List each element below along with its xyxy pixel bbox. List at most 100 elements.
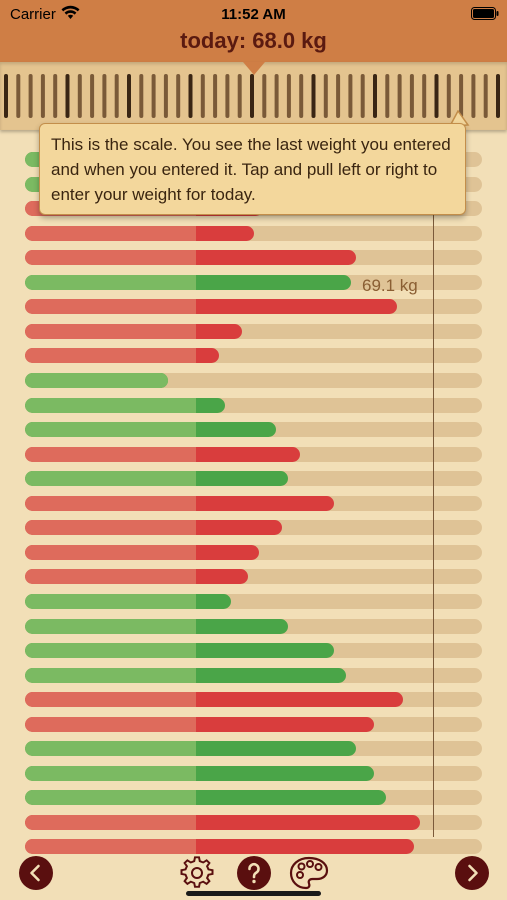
weight-bar-row[interactable] (25, 520, 482, 536)
weight-bar-gain (25, 716, 374, 732)
weight-bar-row[interactable] (25, 446, 482, 462)
ruler-tick (348, 74, 353, 118)
palette-icon[interactable] (289, 856, 329, 890)
chevron-left-icon[interactable] (19, 856, 53, 890)
ruler-tick (225, 74, 230, 118)
ruler-tick (127, 74, 131, 118)
weight-bar-row[interactable] (25, 544, 482, 560)
weight-bar-loss (25, 765, 374, 781)
ruler-tick (77, 74, 82, 118)
ruler-ticks (4, 74, 500, 118)
weight-bar-row[interactable] (25, 274, 482, 290)
ruler-tick (311, 74, 316, 118)
tutorial-tooltip[interactable]: This is the scale. You see the last weig… (39, 123, 466, 215)
wifi-icon (61, 5, 80, 19)
weight-bar-row[interactable] (25, 495, 482, 511)
ruler-tick (496, 74, 500, 118)
ruler-tick (40, 74, 45, 118)
ruler-tick (16, 74, 21, 118)
weight-bar-loss (25, 422, 276, 438)
status-bar: Carrier 11:52 AM (0, 0, 507, 28)
weight-bar-row[interactable] (25, 397, 482, 413)
weight-bar-gain (25, 323, 242, 339)
bottom-toolbar (0, 838, 507, 900)
ruler-tick (446, 74, 451, 118)
ruler-tick (373, 74, 377, 118)
weight-bar-row[interactable] (25, 471, 482, 487)
ruler-tick (286, 74, 291, 118)
weight-bar-row[interactable] (25, 741, 482, 757)
weight-bar-base (25, 765, 196, 781)
weight-bar-base (25, 495, 196, 511)
weight-bar-base (25, 323, 196, 339)
weight-bar-row[interactable] (25, 250, 482, 266)
weight-bar-row[interactable] (25, 225, 482, 241)
weight-bar-row[interactable] (25, 790, 482, 806)
weight-bar-loss (25, 741, 356, 757)
weight-bar-base (25, 790, 196, 806)
ruler-tick (483, 74, 488, 118)
weight-bar-base (25, 446, 196, 462)
weight-bar-base (25, 593, 196, 609)
ruler-tick (336, 74, 341, 118)
clock: 11:52 AM (221, 6, 286, 23)
ruler-tick (28, 74, 33, 118)
weight-bar-gain (25, 495, 334, 511)
weight-bar-loss (25, 593, 231, 609)
weight-bar-row[interactable] (25, 299, 482, 315)
weight-bar-row[interactable] (25, 692, 482, 708)
weight-bar-row[interactable] (25, 569, 482, 585)
ruler-tick (385, 74, 390, 118)
weight-bar-loss (25, 643, 334, 658)
chevron-right-icon[interactable] (455, 856, 489, 890)
weight-bar-loss (25, 471, 288, 487)
weight-bar-loss (25, 667, 346, 683)
weight-bar-base (25, 397, 196, 413)
weight-bar-row[interactable] (25, 643, 482, 658)
weight-bar-row[interactable] (25, 593, 482, 609)
weight-bar-base (25, 716, 196, 732)
ruler-tick (200, 74, 205, 118)
scale-indicator-icon (243, 62, 265, 75)
carrier-label: Carrier (10, 6, 56, 23)
ruler-tick (459, 74, 464, 118)
weight-bar-gain (25, 839, 414, 855)
today-weight-label: today: 68.0 kg (180, 28, 327, 53)
weight-bar-row[interactable] (25, 716, 482, 732)
weight-bar-row[interactable] (25, 373, 482, 388)
weight-bar-base (25, 544, 196, 560)
weight-bar-row[interactable] (25, 765, 482, 781)
ruler-tick (274, 74, 279, 118)
ruler-tick (299, 74, 304, 118)
ruler-tick (90, 74, 95, 118)
weight-bar-row[interactable] (25, 348, 482, 364)
ruler-tick (188, 74, 193, 118)
ruler-tick (102, 74, 107, 118)
weight-bar-base (25, 520, 196, 536)
weight-bar-row[interactable] (25, 814, 482, 830)
weight-bar-gain (25, 250, 356, 266)
gear-icon[interactable] (180, 856, 214, 890)
ruler-tick (323, 74, 328, 118)
weight-bar-loss (25, 790, 386, 806)
weight-bar-row[interactable] (25, 422, 482, 438)
weight-bar-gain (25, 446, 300, 462)
home-indicator (186, 891, 321, 896)
weight-scale-ruler[interactable] (0, 62, 507, 130)
weight-bar-row[interactable] (25, 618, 482, 634)
weight-bar-gain (25, 348, 219, 364)
ruler-tick (53, 74, 58, 118)
ruler-tick (360, 74, 365, 118)
weight-bar-row[interactable] (25, 667, 482, 683)
weight-bar-row[interactable] (25, 323, 482, 339)
question-icon[interactable] (237, 856, 271, 890)
weight-bar-gain (25, 692, 403, 708)
weight-bar-base (25, 373, 168, 388)
weight-bar-row[interactable] (25, 839, 482, 855)
goal-line (433, 215, 434, 837)
ruler-tick (176, 74, 181, 118)
ruler-tick (114, 74, 119, 118)
weight-bar-base (25, 741, 196, 757)
battery-icon (471, 7, 499, 20)
weight-bar-base (25, 274, 196, 290)
